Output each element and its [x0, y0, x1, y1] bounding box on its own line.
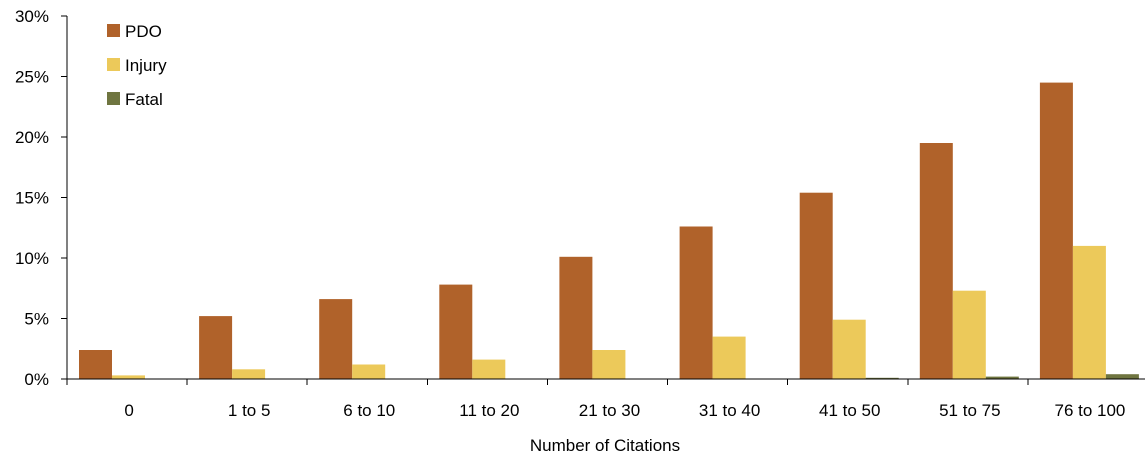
- bar-fatal-8: [1105, 374, 1139, 379]
- y-tick-label: 5%: [24, 310, 49, 329]
- x-tick-label: 21 to 30: [579, 401, 640, 420]
- y-tick-label: 15%: [15, 189, 49, 208]
- bar-injury-2: [352, 364, 386, 379]
- x-tick-label: 6 to 10: [343, 401, 395, 420]
- bar-fatal-6: [865, 377, 899, 379]
- bars-layer: [79, 82, 1139, 379]
- bar-injury-4: [592, 350, 626, 379]
- legend-swatch-injury: [107, 58, 120, 71]
- bar-pdo-0: [79, 350, 112, 379]
- y-tick-label: 25%: [15, 68, 49, 87]
- x-axis-title: Number of Citations: [530, 436, 680, 455]
- bar-injury-1: [232, 369, 266, 379]
- x-tick-label: 76 to 100: [1054, 401, 1125, 420]
- x-tick-label: 1 to 5: [228, 401, 271, 420]
- legend-swatch-pdo: [107, 24, 120, 37]
- bar-pdo-3: [439, 284, 473, 379]
- bar-injury-8: [1072, 245, 1106, 379]
- legend-label-fatal: Fatal: [125, 90, 163, 109]
- legend: PDO Injury Fatal: [107, 22, 167, 109]
- bar-pdo-4: [559, 256, 593, 379]
- bar-injury-5: [712, 336, 746, 379]
- bar-pdo-7: [919, 143, 953, 379]
- x-tick-label: 31 to 40: [699, 401, 760, 420]
- bar-injury-6: [832, 319, 866, 379]
- bar-pdo-2: [319, 299, 353, 379]
- x-tick-label: 41 to 50: [819, 401, 880, 420]
- bar-injury-0: [112, 375, 145, 379]
- legend-label-injury: Injury: [125, 56, 167, 75]
- y-tick-label: 30%: [15, 7, 49, 26]
- bar-pdo-1: [199, 316, 233, 379]
- bar-injury-3: [472, 359, 506, 379]
- y-tick-label: 10%: [15, 249, 49, 268]
- bar-pdo-8: [1039, 82, 1073, 379]
- bar-pdo-6: [799, 192, 833, 379]
- y-tick-label: 20%: [15, 128, 49, 147]
- axes-layer: 0% 5% 10% 15% 20% 25% 30% 0 1 to 5 6 to 10 11 to 2…: [15, 7, 1145, 420]
- x-tick-label: 51 to 75: [939, 401, 1000, 420]
- bar-pdo-5: [679, 226, 713, 379]
- legend-label-pdo: PDO: [125, 22, 162, 41]
- bar-fatal-7: [985, 376, 1019, 379]
- y-tick-label: 0%: [24, 370, 49, 389]
- legend-swatch-fatal: [107, 92, 120, 105]
- x-tick-label: 0: [124, 401, 133, 420]
- x-tick-label: 11 to 20: [459, 401, 519, 420]
- bar-injury-7: [952, 290, 986, 379]
